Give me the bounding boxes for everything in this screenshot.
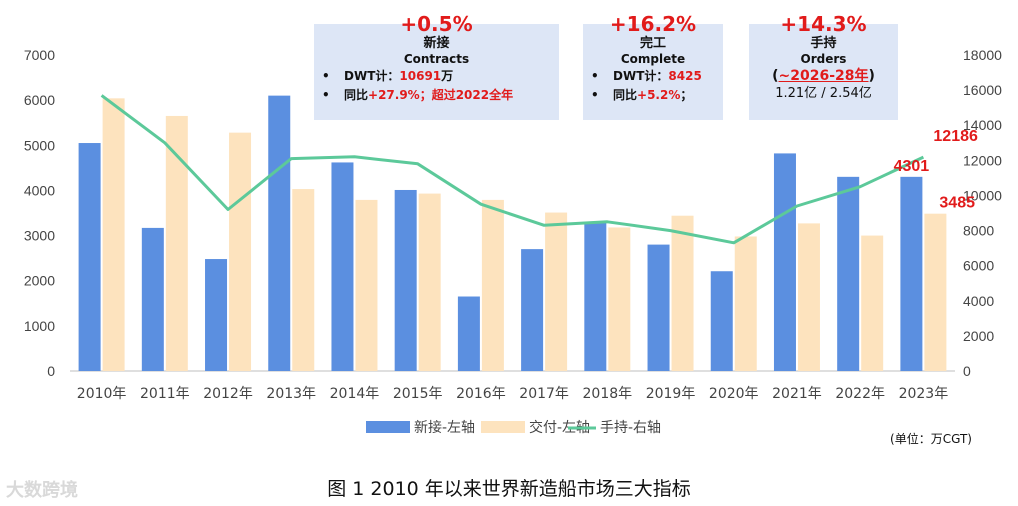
- complete-title-cn: 完工: [639, 36, 666, 51]
- x-axis-tick-label: 2010年: [77, 386, 127, 402]
- bar-deliveries: [608, 227, 631, 371]
- complete-title-en: Complete: [620, 52, 686, 66]
- contracts-bullet-1: • DWT计：10691万: [322, 69, 454, 83]
- bar-new-orders: [457, 296, 480, 371]
- legend-label-order-book: 手持-右轴: [600, 420, 661, 436]
- x-axis-tick-label: 2014年: [330, 386, 380, 402]
- figure-caption: 图 1 2010 年以来世界新造船市场三大指标: [327, 478, 691, 500]
- bar-new-orders: [268, 95, 291, 371]
- right-axis-tick-label: 14000: [963, 117, 1002, 133]
- left-axis-tick-label: 1000: [24, 318, 55, 334]
- bar-new-orders: [900, 176, 923, 371]
- left-axis-tick-label: 3000: [24, 228, 55, 244]
- legend-swatch-new-orders: [366, 421, 410, 433]
- orders-title-cn: 手持: [810, 36, 837, 51]
- orders-change: +14.3%: [780, 12, 867, 36]
- right-axis-tick-label: 10000: [963, 187, 1002, 203]
- contracts-title-en: Contracts: [403, 52, 470, 66]
- bar-new-orders: [141, 227, 164, 371]
- orders-annotation: +14.3% 手持 Orders (~2026-28年) 1.21亿 / 2.5…: [749, 12, 898, 120]
- bar-deliveries: [861, 235, 884, 371]
- left-axis-tick-label: 6000: [24, 92, 55, 108]
- bar-new-orders: [773, 153, 796, 371]
- x-axis-tick-label: 2019年: [646, 386, 696, 402]
- left-axis-tick-label: 0: [47, 363, 55, 379]
- right-axis-tick-label: 2000: [963, 328, 994, 344]
- bar-new-orders: [331, 162, 354, 371]
- watermark: 大数跨境: [6, 480, 78, 501]
- legend-swatch-deliveries: [481, 421, 525, 433]
- contracts-change: +0.5%: [400, 12, 473, 36]
- contracts-annotation: +0.5% 新接 Contracts • DWT计：10691万 • 同比+27.9…: [314, 12, 559, 120]
- bar-deliveries: [481, 199, 504, 371]
- contracts-bullet-2: • 同比+27.9%；超过2022全年: [322, 88, 514, 102]
- right-axis-tick-label: 18000: [963, 47, 1002, 63]
- right-axis-tick-label: 0: [963, 363, 971, 379]
- bar-deliveries: [102, 98, 125, 371]
- bar-new-orders: [647, 244, 670, 371]
- data-label-new-orders: 4301: [894, 158, 930, 175]
- bar-new-orders: [205, 259, 228, 371]
- complete-bullet-1: • DWT计：8425: [591, 69, 702, 83]
- unit-note: (单位：万CGT): [890, 432, 972, 446]
- complete-change: +16.2%: [609, 12, 697, 36]
- legend-label-deliveries: 交付-左轴: [529, 419, 590, 436]
- x-axis-tick-label: 2023年: [899, 386, 949, 402]
- orders-title-en: Orders: [800, 52, 847, 66]
- complete-annotation: +16.2% 完工 Complete • DWT计：8425 • 同比+5.2%；: [583, 12, 723, 120]
- contracts-title-cn: 新接: [423, 36, 450, 51]
- bar-deliveries: [229, 132, 252, 371]
- x-axis-tick-label: 2011年: [140, 386, 190, 402]
- bar-deliveries: [355, 199, 378, 371]
- complete-bullet-2: • 同比+5.2%；: [591, 88, 693, 102]
- right-axis-tick-label: 12000: [963, 152, 1002, 168]
- bar-new-orders: [584, 221, 607, 371]
- x-axis-tick-label: 2012年: [203, 386, 253, 402]
- bar-new-orders: [394, 189, 417, 371]
- x-axis-tick-label: 2016年: [456, 386, 506, 402]
- left-axis-tick-label: 7000: [24, 47, 55, 63]
- line-order-book: [100, 94, 925, 245]
- right-axis-tick-label: 6000: [963, 258, 994, 274]
- bar-deliveries: [292, 189, 315, 371]
- right-axis-tick-label: 16000: [963, 82, 1002, 98]
- right-axis-tick-label: 4000: [963, 293, 994, 309]
- data-label-deliveries: 3485: [939, 195, 975, 212]
- left-axis-tick-label: 2000: [24, 273, 55, 289]
- bar-deliveries: [734, 236, 757, 371]
- x-axis-tick-label: 2013年: [266, 386, 316, 402]
- bar-deliveries: [924, 213, 947, 371]
- legend-label-new-orders: 新接-左轴: [414, 419, 475, 436]
- data-label-order-book: 12186: [933, 128, 978, 145]
- x-axis-tick-label: 2020年: [709, 386, 759, 402]
- x-axis-tick-label: 2017年: [519, 386, 569, 402]
- x-axis-tick-label: 2022年: [835, 386, 885, 402]
- bar-deliveries: [418, 193, 441, 371]
- left-axis-tick-label: 4000: [24, 182, 55, 198]
- orders-range: (~2026-28年): [772, 68, 875, 84]
- bar-deliveries: [165, 115, 188, 371]
- bar-new-orders: [710, 271, 733, 371]
- x-axis-tick-label: 2021年: [772, 386, 822, 402]
- bar-deliveries: [545, 212, 568, 371]
- bar-new-orders: [78, 143, 101, 371]
- bar-deliveries: [671, 215, 694, 371]
- orders-values: 1.21亿 / 2.54亿: [775, 86, 872, 101]
- right-axis-tick-label: 8000: [963, 223, 994, 239]
- x-axis-tick-label: 2018年: [583, 386, 633, 402]
- bar-deliveries: [797, 223, 820, 371]
- x-axis-tick-label: 2015年: [393, 386, 443, 402]
- bar-new-orders: [837, 176, 860, 371]
- bar-new-orders: [521, 249, 544, 371]
- left-axis-tick-label: 5000: [24, 137, 55, 153]
